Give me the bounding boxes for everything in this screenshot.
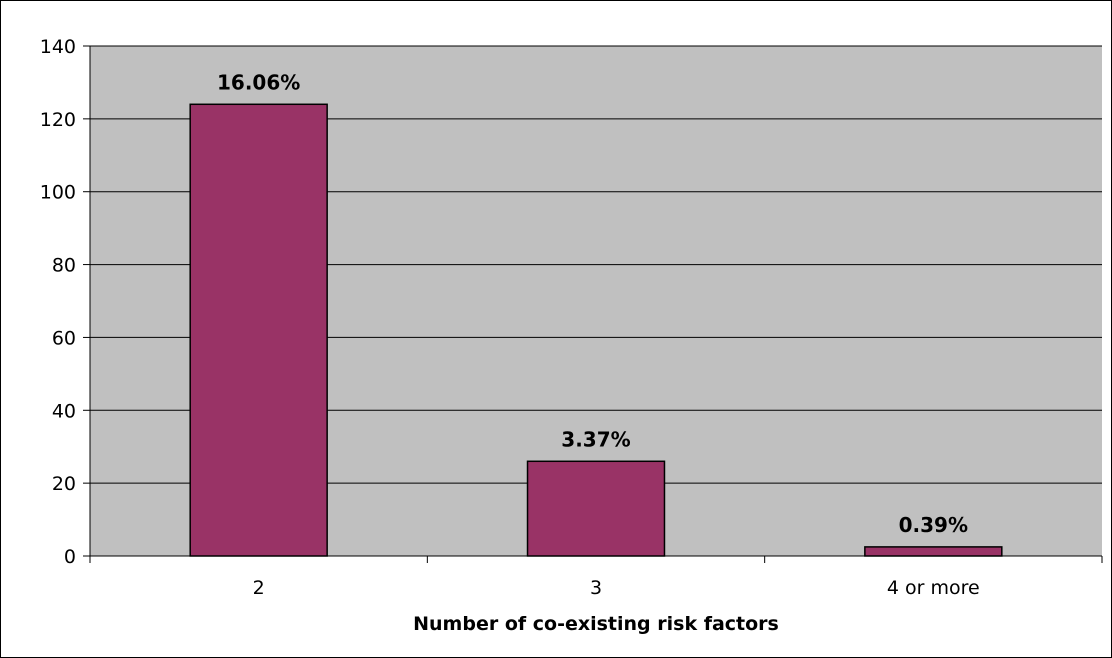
data-label: 0.39%: [899, 513, 968, 537]
x-tick-label: 2: [253, 577, 265, 599]
bars: [189, 103, 1003, 557]
data-label: 16.06%: [217, 70, 300, 94]
bar: [526, 460, 666, 557]
x-tick-label: 3: [590, 577, 602, 599]
x-axis-title: Number of co-existing risk factors: [413, 613, 779, 635]
axes: [83, 45, 1103, 563]
bar: [189, 103, 328, 557]
y-tick-labels: 0 20 40 60 80 100 120 140: [40, 36, 76, 568]
x-tick-labels: 2 3 4 or more: [253, 577, 980, 599]
data-label: 3.37%: [561, 427, 630, 451]
y-tick-label: 0: [64, 546, 76, 568]
y-tick-label: 80: [52, 255, 76, 277]
y-tick-label: 100: [40, 182, 76, 204]
y-tick-label: 140: [40, 36, 76, 58]
x-tick-label: 4 or more: [887, 577, 980, 599]
y-tick-label: 60: [52, 327, 76, 349]
y-tick-label: 120: [40, 109, 76, 131]
data-labels: 16.06% 3.37% 0.39%: [217, 70, 968, 537]
bar: [864, 546, 1003, 557]
y-tick-label: 20: [52, 473, 76, 495]
y-tick-label: 40: [52, 400, 76, 422]
